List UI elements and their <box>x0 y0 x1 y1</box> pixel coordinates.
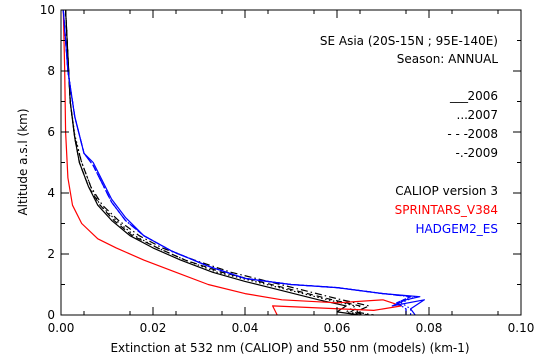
y-tick-label: 0 <box>47 308 55 322</box>
series-line-caliop-version-3-2007 <box>65 9 365 316</box>
x-tick-label: 0.06 <box>324 321 351 335</box>
y-tick-label: 4 <box>47 186 55 200</box>
legend: ___ 2006... 2007 - - -2008 -.- 2009 CALIOP ver… <box>395 89 498 236</box>
legend-year-label: 2008 <box>467 127 498 141</box>
y-tick-label: 10 <box>40 3 55 17</box>
series-layer <box>62 9 425 316</box>
legend-dataset-label: HADGEM2_ES <box>415 222 498 236</box>
x-tick-label: 0.08 <box>416 321 443 335</box>
series-line-caliop-version-3-2009 <box>65 9 374 316</box>
annotation-season: Season: ANNUAL <box>397 52 499 66</box>
y-axis-title: Altitude a.s.l (km) <box>16 108 30 215</box>
legend-dataset-label: SPRINTARS_V384 <box>395 203 498 217</box>
legend-year-label: 2009 <box>467 146 498 160</box>
x-axis-title: Extinction at 532 nm (CALIOP) and 550 nm… <box>110 341 469 355</box>
legend-year-style: ___ <box>449 89 469 103</box>
legend-year-style: - - - <box>447 127 468 141</box>
x-tick-label: 0.04 <box>232 321 259 335</box>
series-line-hadgem2-es-2006 <box>62 9 425 316</box>
legend-year-label: 2006 <box>467 89 498 103</box>
legend-dataset-label: CALIOP version 3 <box>395 184 498 198</box>
series-line-hadgem2-es-2009 <box>62 9 412 315</box>
x-tick-label: 0.10 <box>508 321 535 335</box>
ticks-layer: 0.00 0.02 0.04 0.06 0.08 0.10 0 2 4 6 8 10 <box>40 3 535 335</box>
y-tick-label: 6 <box>47 125 55 139</box>
x-tick-label: 0.00 <box>48 321 75 335</box>
legend-year-style: ... <box>457 108 468 122</box>
series-line-hadgem2-es-2007 <box>62 9 416 315</box>
legend-year-label: 2007 <box>467 108 498 122</box>
x-tick-label: 0.02 <box>140 321 167 335</box>
series-line-sprintars-v384-2006 <box>62 9 402 316</box>
annotation-region: SE Asia (20S-15N ; 95E-140E) <box>320 34 498 48</box>
y-tick-label: 2 <box>47 247 55 261</box>
legend-year-style: -.- <box>456 146 468 160</box>
series-line-hadgem2-es-2008 <box>62 9 412 315</box>
y-tick-label: 8 <box>47 64 55 78</box>
